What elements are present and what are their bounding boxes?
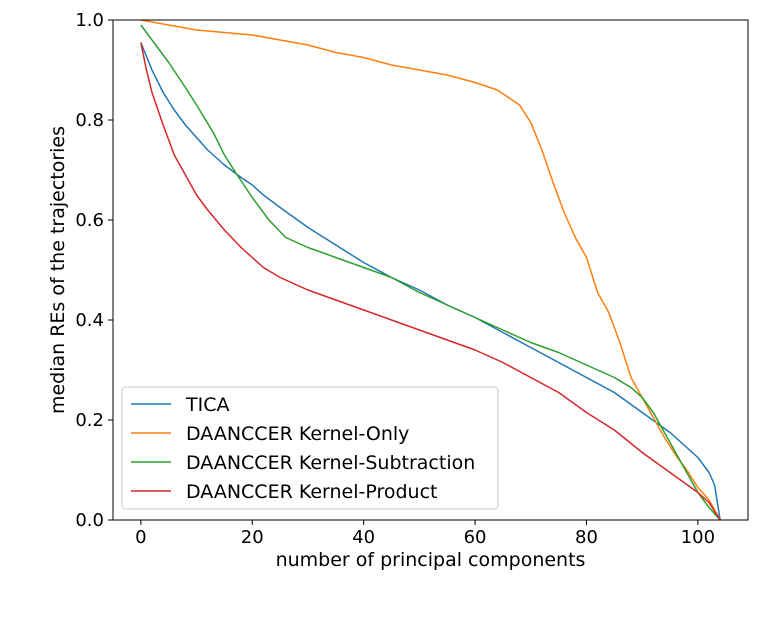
x-tick-label: 100 bbox=[681, 527, 715, 548]
legend-box bbox=[121, 386, 499, 510]
y-tick-label: 0.6 bbox=[75, 210, 104, 231]
legend-item: DAANCCER Kernel-Subtraction bbox=[131, 452, 475, 474]
y-tick-label: 0.4 bbox=[75, 310, 104, 331]
x-tick-label: 0 bbox=[135, 527, 146, 548]
plot-frame bbox=[112, 19, 749, 521]
legend-label: DAANCCER Kernel-Subtraction bbox=[186, 452, 475, 474]
series-lines bbox=[140, 19, 721, 521]
x-tick-label: 40 bbox=[352, 527, 375, 548]
legend-item: TICA bbox=[131, 394, 229, 416]
series-line-2 bbox=[140, 24, 721, 521]
legend-item: DAANCCER Kernel-Only bbox=[131, 423, 409, 445]
y-axis-ticks: 0.0 0.2 0.4 0.6 0.8 1.0 bbox=[75, 10, 113, 531]
series-line-1 bbox=[140, 19, 721, 521]
series-line-3 bbox=[140, 42, 721, 521]
x-axis-label: number of principal components bbox=[276, 549, 586, 571]
x-tick-label: 60 bbox=[464, 527, 487, 548]
y-tick-label: 0.0 bbox=[75, 510, 104, 531]
legend-item: DAANCCER Kernel-Product bbox=[131, 481, 438, 503]
x-tick-label: 20 bbox=[241, 527, 264, 548]
legend: TICA DAANCCER Kernel-Only DAANCCER Kernel-… bbox=[121, 386, 499, 510]
x-tick-label: 80 bbox=[575, 527, 598, 548]
legend-label: DAANCCER Kernel-Only bbox=[186, 423, 409, 445]
y-tick-label: 0.8 bbox=[75, 110, 104, 131]
legend-label: DAANCCER Kernel-Product bbox=[186, 481, 438, 503]
x-axis-ticks: 0 20 40 60 80 100 bbox=[135, 520, 715, 548]
legend-items: TICA DAANCCER Kernel-Only DAANCCER Kernel-… bbox=[131, 394, 475, 503]
y-tick-label: 0.2 bbox=[75, 410, 104, 431]
y-axis-label: median REs of the trajectories bbox=[47, 126, 69, 414]
legend-label: TICA bbox=[185, 394, 229, 416]
y-tick-label: 1.0 bbox=[75, 10, 104, 31]
